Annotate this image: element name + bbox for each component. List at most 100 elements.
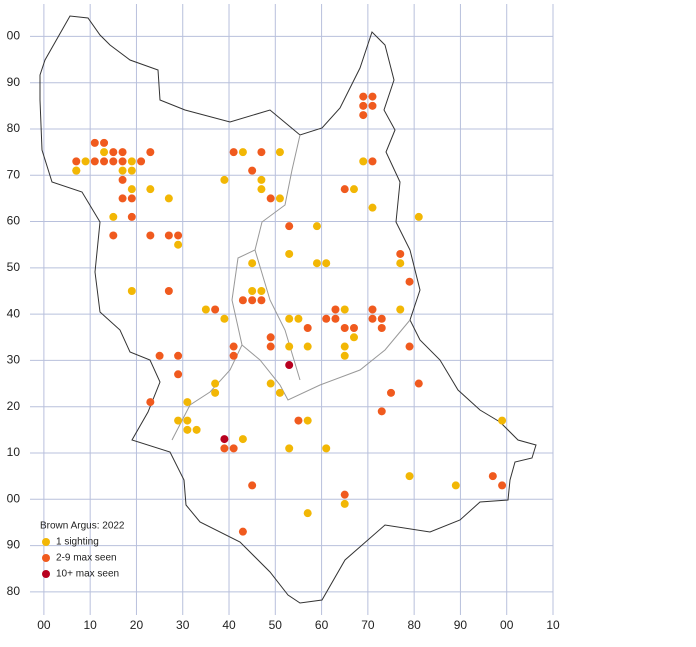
sighting-dot	[100, 138, 109, 147]
sighting-dot	[349, 324, 358, 333]
sighting-dot	[127, 157, 136, 166]
sighting-dot	[340, 185, 349, 194]
district-boundary	[171, 134, 301, 441]
sighting-dot	[303, 416, 312, 425]
sighting-dot	[72, 157, 81, 166]
sighting-dot	[238, 435, 247, 444]
sighting-dot	[220, 444, 229, 453]
legend-marker	[42, 570, 50, 578]
sighting-dot	[275, 194, 284, 203]
sighting-dot	[127, 194, 136, 203]
legend-marker	[42, 554, 50, 562]
sighting-dot	[340, 490, 349, 499]
sighting-dot	[377, 324, 386, 333]
sighting-dot	[174, 351, 183, 360]
sighting-dot	[164, 194, 173, 203]
x-tick-label: 10	[546, 618, 560, 632]
sighting-dot	[220, 435, 229, 444]
sighting-dot	[303, 324, 312, 333]
sighting-dot	[368, 203, 377, 212]
sighting-dot	[211, 388, 220, 397]
y-tick-label: 70	[7, 167, 21, 181]
y-tick-label: 90	[7, 538, 21, 552]
sighting-dot	[266, 342, 275, 351]
y-tick-label: 90	[7, 75, 21, 89]
sighting-dot	[414, 212, 423, 221]
district-boundary	[241, 319, 411, 401]
x-tick-label: 30	[176, 618, 190, 632]
y-tick-label: 00	[7, 491, 21, 505]
sighting-dot	[387, 388, 396, 397]
sighting-dot	[359, 92, 368, 101]
sighting-dot	[81, 157, 90, 166]
sighting-dot	[211, 379, 220, 388]
sighting-dot	[257, 175, 266, 184]
sighting-dot	[275, 388, 284, 397]
legend-title: Brown Argus: 2022	[40, 521, 125, 532]
sighting-dot	[340, 351, 349, 360]
sighting-dot	[109, 212, 118, 221]
legend-marker	[42, 538, 50, 546]
x-tick-label: 40	[222, 618, 236, 632]
sighting-dot	[118, 166, 127, 175]
sighting-dot	[498, 416, 507, 425]
sighting-dot	[100, 157, 109, 166]
sighting-dot	[146, 185, 155, 194]
sighting-dot	[451, 481, 460, 490]
sighting-dot	[396, 259, 405, 268]
sighting-dot	[192, 425, 201, 434]
sighting-dot	[340, 499, 349, 508]
sighting-dot	[174, 231, 183, 240]
sighting-dot	[377, 314, 386, 323]
sighting-dot	[109, 231, 118, 240]
sighting-dot	[118, 175, 127, 184]
sighting-dot	[368, 92, 377, 101]
sighting-dot	[201, 305, 210, 314]
sighting-dot	[183, 425, 192, 434]
grid	[30, 4, 554, 615]
sighting-dot	[220, 314, 229, 323]
sighting-dot	[294, 416, 303, 425]
sighting-dot	[285, 222, 294, 231]
sighting-dot	[146, 148, 155, 157]
y-tick-label: 40	[7, 306, 21, 320]
sighting-dot	[331, 305, 340, 314]
sighting-dot	[359, 111, 368, 120]
sighting-dot	[174, 370, 183, 379]
sighting-dot	[368, 101, 377, 110]
sighting-dot	[248, 166, 257, 175]
y-tick-label: 80	[7, 584, 21, 598]
sighting-dot	[229, 342, 238, 351]
x-tick-label: 50	[269, 618, 283, 632]
sighting-dot	[146, 231, 155, 240]
sighting-dot	[498, 481, 507, 490]
sighting-dot	[285, 361, 294, 370]
sighting-dot	[238, 148, 247, 157]
x-tick-label: 90	[454, 618, 468, 632]
sighting-dot	[266, 194, 275, 203]
sighting-dot	[349, 185, 358, 194]
sighting-dot	[238, 296, 247, 305]
sighting-dot	[377, 407, 386, 416]
sighting-dot	[127, 286, 136, 295]
sighting-dot	[164, 231, 173, 240]
sighting-dot	[248, 296, 257, 305]
sighting-dot	[359, 101, 368, 110]
x-tick-label: 10	[83, 618, 97, 632]
sighting-dot	[211, 305, 220, 314]
sighting-dot	[257, 185, 266, 194]
sighting-dot	[285, 342, 294, 351]
sighting-dot	[100, 148, 109, 157]
sighting-dot	[396, 305, 405, 314]
sighting-dot	[312, 259, 321, 268]
sighting-dot	[146, 398, 155, 407]
sighting-dot	[257, 296, 266, 305]
sighting-dot	[183, 398, 192, 407]
sighting-dot	[368, 314, 377, 323]
x-tick-label: 80	[407, 618, 421, 632]
x-tick-label: 60	[315, 618, 329, 632]
x-tick-label: 00	[500, 618, 514, 632]
district-boundary	[254, 249, 301, 381]
sighting-dot	[248, 286, 257, 295]
sighting-dot	[72, 166, 81, 175]
